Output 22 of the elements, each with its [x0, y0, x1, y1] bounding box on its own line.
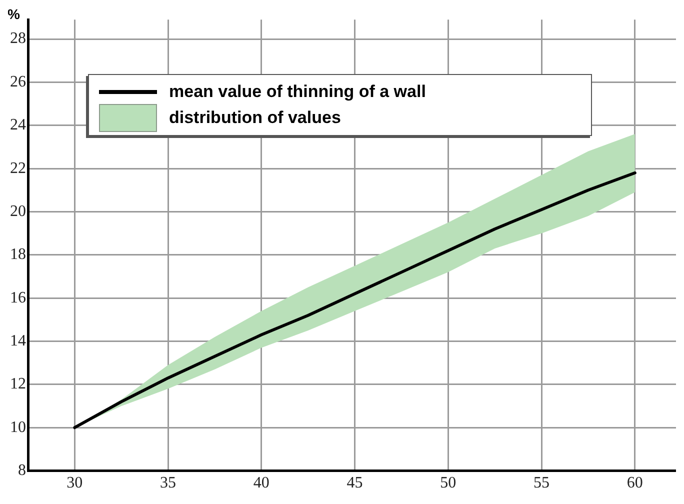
x-tick-label: 60: [626, 474, 643, 492]
x-tick-label: 55: [534, 474, 550, 492]
y-tick-label: 24: [10, 116, 26, 134]
x-tick-label: 50: [440, 474, 456, 492]
y-tick-label: 14: [10, 332, 26, 350]
y-tick-label: 22: [10, 160, 26, 177]
y-tick-label: 18: [10, 246, 26, 264]
y-tick-label: 28: [10, 30, 26, 48]
y-tick-label: 10: [10, 418, 26, 436]
y-tick-label: 8: [18, 462, 26, 480]
x-tick-label: 40: [253, 474, 270, 492]
y-tick-label: 12: [10, 376, 26, 393]
y-tick-label: 16: [10, 289, 26, 306]
legend-box: mean value of thinning of a wall distribution of values: [88, 74, 592, 136]
y-tick-label: 26: [10, 73, 26, 90]
x-tick-label: 45: [346, 474, 363, 492]
y-tick-label: 20: [10, 202, 26, 220]
y-axis-title: %: [8, 6, 21, 22]
legend-label: mean value of thinning of a wall: [169, 82, 426, 102]
x-tick-label: 35: [160, 474, 176, 492]
x-tick-label: 30: [66, 474, 83, 492]
annotation: distribution of values: [169, 108, 341, 128]
